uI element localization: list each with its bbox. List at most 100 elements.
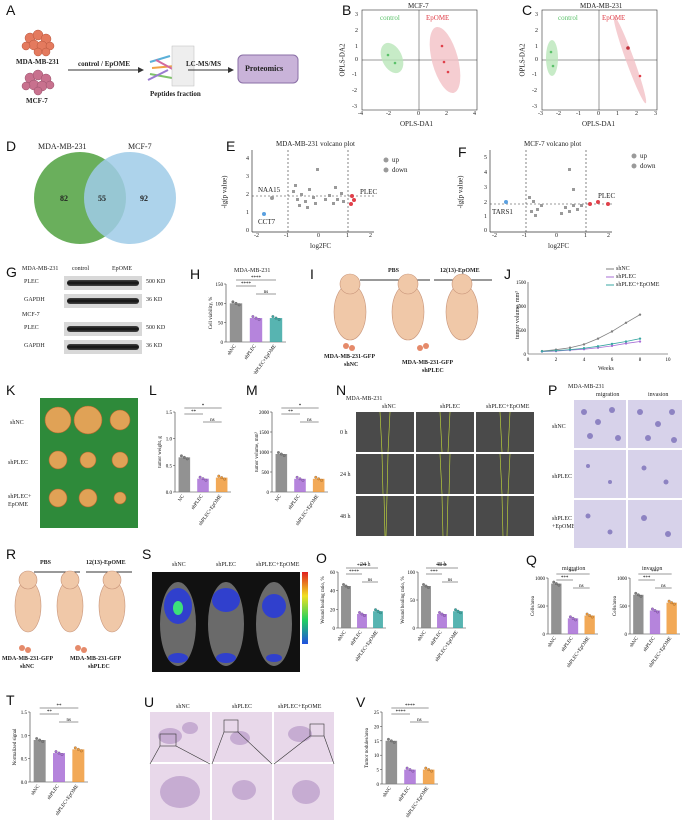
- model-label-2b: shPLEC: [88, 664, 110, 670]
- sig-label: ****: [241, 282, 252, 287]
- data-point: [231, 300, 235, 304]
- col-label: shPLEC: [232, 704, 253, 710]
- bar: [385, 740, 398, 784]
- lc-ms-icon: [171, 45, 195, 87]
- sig-label: ***: [430, 570, 438, 575]
- bar-chart-q-invasion: shNC shPLECshPLEC+EpOME05001000Cells/area…: [613, 570, 680, 669]
- bar: [178, 457, 191, 492]
- y-axis-label: Cells/area: [613, 595, 618, 616]
- panel-label: N: [336, 382, 347, 398]
- panel-s: S shNC shPLEC shPLEC+EpOME: [142, 546, 312, 676]
- x-tick-label: shPLEC: [350, 630, 364, 647]
- x-tick-label: shPLEC+EpOME: [253, 344, 278, 374]
- bar: [437, 614, 447, 628]
- panel-k: K shNC shPLEC shPLEC+ EpOME: [0, 382, 140, 532]
- bar: [633, 594, 644, 634]
- sig-label: ns: [448, 578, 453, 583]
- panel-label: U: [144, 694, 155, 710]
- row-label: shPLEC+: [8, 494, 32, 500]
- data-point: [670, 601, 674, 605]
- ivis-image: [152, 572, 300, 672]
- annotation-plec: PLEC: [360, 188, 378, 196]
- panel-h: H MDA-MB-231 shNC shPLEC shPLEC+EpOME 0 50 10…: [186, 262, 306, 374]
- panel-label: E: [226, 138, 236, 154]
- data-point: [298, 477, 302, 481]
- intensity-colorbar: [302, 572, 308, 644]
- subchart-title: migration: [562, 566, 586, 572]
- data-point: [180, 454, 183, 458]
- data-point: [568, 346, 572, 349]
- wound-images: [356, 411, 534, 537]
- data-point: [424, 766, 428, 770]
- data-point: [422, 583, 425, 586]
- chart-title: MDA-MB-231: [234, 268, 271, 274]
- y-axis-label: tumor weight, g: [158, 436, 163, 468]
- x-tick: 4: [473, 111, 476, 117]
- data-point: [582, 343, 586, 346]
- x-tick: 1: [346, 233, 349, 239]
- x-tick-label: shPLEC: [47, 784, 61, 801]
- y-tick: 3: [484, 185, 487, 191]
- panel-g: G MDA-MB-231 control EpOME MCF-7 PLEC GA…: [0, 262, 185, 374]
- data-point: [427, 768, 431, 771]
- y-tick-label: 40: [330, 590, 336, 595]
- data-point: [54, 750, 58, 753]
- legend-down: down: [392, 166, 408, 174]
- legend-item: shPLEC: [616, 274, 637, 280]
- annotation-plec: PLEC: [598, 192, 616, 200]
- data-point: [60, 753, 64, 756]
- panel-q: Q migration invasion shNC shPLEC shPLEC+Ep…: [522, 552, 685, 692]
- y-tick-label: 1000: [259, 451, 270, 456]
- y-axis-label: tumor volume, mm³: [254, 432, 260, 472]
- histology-images: [149, 712, 335, 820]
- cell-line-label: MDA-MB-231: [22, 266, 59, 272]
- data-point: [411, 769, 415, 773]
- y-tick: -2: [532, 88, 537, 94]
- col-label: shNC: [176, 704, 190, 710]
- y-tick-label: 1.5: [166, 411, 173, 416]
- y-tick-label: 50: [410, 599, 416, 604]
- col-label: shNC: [172, 562, 186, 568]
- sig-label: ****: [349, 570, 360, 575]
- x-axis-label: OPLS-DA1: [400, 120, 434, 128]
- cell-line-label-1: MDA-MB-231: [16, 58, 60, 66]
- col-label: shPLEC+EpOME: [256, 562, 300, 568]
- x-tick: 2: [635, 111, 638, 117]
- y-tick-label: 1.0: [166, 438, 173, 443]
- x-tick-label: shNC: [629, 636, 640, 649]
- data-point: [274, 316, 278, 320]
- y-tick-label: 0.5: [166, 464, 173, 469]
- group-pbs: PBS: [388, 268, 400, 274]
- series-line: [541, 338, 641, 352]
- kd-label: 36 KD: [146, 297, 163, 303]
- sig-label: **: [47, 710, 53, 715]
- series-line: [541, 341, 641, 352]
- data-point: [590, 615, 594, 619]
- data-point: [347, 586, 350, 589]
- col-label: shPLEC: [216, 562, 237, 568]
- chart-title: MDA-MB-231: [346, 396, 383, 402]
- chart-title: MDA-MB-231 volcano plot: [276, 140, 355, 148]
- bar: [453, 611, 463, 628]
- bar: [551, 583, 562, 634]
- data-point: [279, 452, 283, 456]
- bar: [584, 615, 595, 634]
- x-tick: 2: [607, 233, 610, 239]
- epome-ellipse: [429, 26, 461, 94]
- y-tick-label: 1000: [535, 577, 546, 582]
- bar: [312, 478, 325, 492]
- data-point: [387, 737, 390, 741]
- legend-down: down: [640, 162, 656, 170]
- x-tick: 2: [445, 111, 448, 117]
- y-tick-label: 0: [377, 783, 380, 788]
- bar: [373, 611, 383, 628]
- data-point: [456, 609, 460, 613]
- cell-line-label: MCF-7: [22, 312, 40, 318]
- group-pbs: PBS: [40, 560, 52, 566]
- panel-j: J 0 2 4 6 8 10 0 500 1000 1500 shNC shPLEC shPLEC…: [500, 262, 685, 374]
- chart-title: MCF-7 volcano plot: [524, 140, 582, 148]
- x-tick: 2: [369, 233, 372, 239]
- y-axis-label: Wound healing ratio, %: [321, 576, 326, 623]
